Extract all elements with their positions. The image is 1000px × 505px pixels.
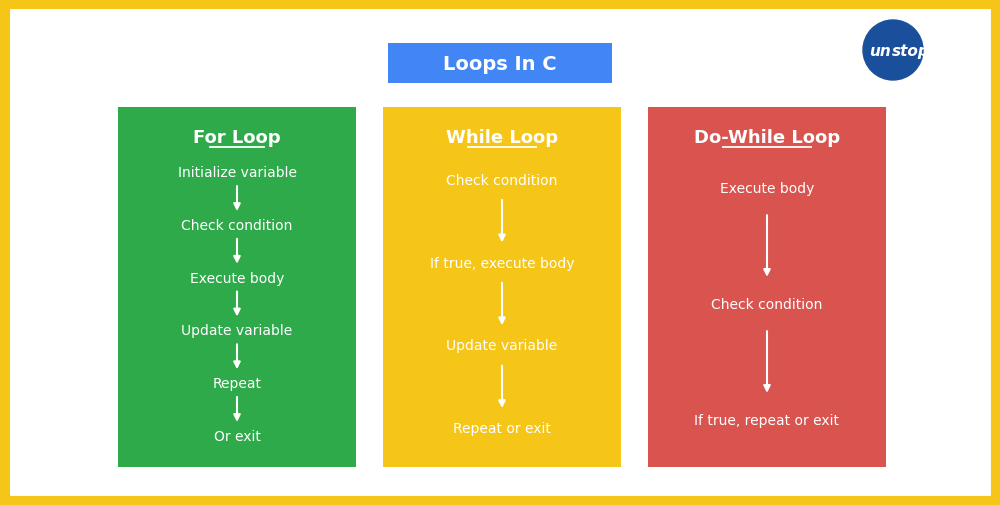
Text: Initialize variable: Initialize variable [178, 166, 297, 180]
Text: Check condition: Check condition [181, 219, 293, 232]
Text: stop: stop [892, 43, 930, 59]
FancyBboxPatch shape [388, 44, 612, 84]
Text: Or exit: Or exit [214, 429, 260, 443]
FancyBboxPatch shape [118, 108, 356, 467]
Text: Check condition: Check condition [446, 173, 558, 187]
Text: Update variable: Update variable [446, 339, 558, 352]
Text: Repeat or exit: Repeat or exit [453, 422, 551, 435]
Text: Check condition: Check condition [711, 297, 823, 312]
FancyBboxPatch shape [383, 108, 621, 467]
Text: Repeat: Repeat [213, 376, 262, 390]
Text: If true, repeat or exit: If true, repeat or exit [694, 413, 840, 427]
Text: Do-While Loop: Do-While Loop [694, 129, 840, 147]
Text: While Loop: While Loop [446, 129, 558, 147]
FancyBboxPatch shape [4, 4, 996, 501]
Text: Execute body: Execute body [720, 182, 814, 195]
Text: For Loop: For Loop [193, 129, 281, 147]
Text: un: un [869, 43, 891, 59]
Text: Update variable: Update variable [181, 324, 293, 338]
Text: Loops In C: Loops In C [443, 55, 557, 73]
Text: Execute body: Execute body [190, 271, 284, 285]
Circle shape [863, 21, 923, 81]
FancyBboxPatch shape [648, 108, 886, 467]
Text: If true, execute body: If true, execute body [430, 256, 574, 270]
